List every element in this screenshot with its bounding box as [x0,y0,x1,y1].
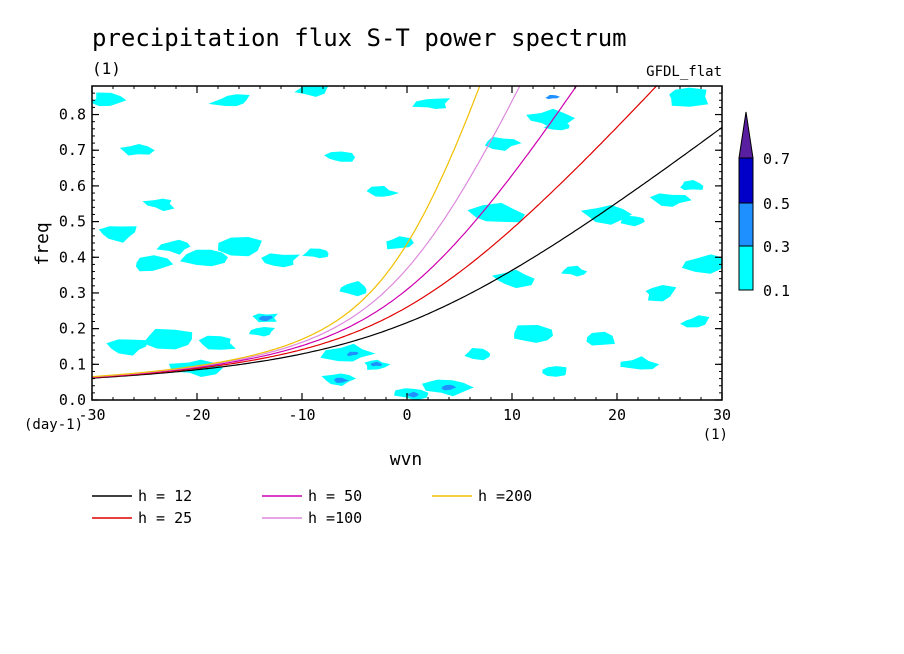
dispersion-curve [92,86,658,379]
colorbar-label: 0.1 [763,282,790,300]
contour-patch [464,348,491,361]
contour-patch [669,87,709,107]
chart-subtitle-right: GFDL_flat [646,64,722,80]
contour-patch [545,95,560,100]
contour-patch [106,339,148,356]
x-tick-label: 30 [713,406,731,424]
contour-patch [156,239,191,255]
contour-patch [180,249,228,267]
legend-label: h = 50 [308,487,362,505]
colorbar-segment [738,245,754,291]
y-tick-label: 0.6 [59,177,86,195]
contour-patch [681,254,722,274]
contour-patch [491,269,535,289]
legend: h = 12 h = 25 h = 50 h =100 h =200 [92,487,532,527]
y-tick-label: 0.8 [59,106,86,124]
colorbar-arrow [738,111,754,159]
contour-patch [249,327,275,337]
contour-patch [386,236,414,250]
contour-patch [514,325,553,343]
contour-patch [198,335,236,350]
chart-title: precipitation flux S-T power spectrum [92,24,627,52]
contour-patch [370,361,383,367]
y-tick-label: 0.4 [59,248,86,266]
contour-patch [543,121,570,131]
contour-patch [561,265,588,277]
contour-patch [620,356,660,370]
contour-patch [542,366,567,377]
colorbar-label: 0.5 [763,195,790,213]
colorbar-segment [738,202,754,247]
contour-patch [680,180,704,191]
contour-patch [119,144,155,156]
dispersion-curve [92,86,578,378]
contour-patch [649,193,692,207]
contour-patch [484,136,522,151]
y-tick-label: 0.1 [59,355,86,373]
contour-patch [586,331,615,346]
contour-patch [320,343,376,362]
y-axis-unit: (day-1) [24,417,83,433]
colorbar-label: 0.3 [763,238,790,256]
contour-patch [467,202,525,223]
contour-patch [217,237,262,257]
x-tick-label: -10 [288,406,315,424]
chart-subtitle-left: (1) [92,59,121,78]
contour-patch [334,377,349,383]
dispersion-curve [92,126,722,379]
x-axis-unit: (1) [703,427,728,443]
x-tick-label: 10 [503,406,521,424]
dispersion-curve [92,86,521,378]
contour-patch [366,185,400,197]
x-axis-ticks: -30 -20 -10 0 10 20 30 [78,86,731,424]
x-tick-label: 0 [402,406,411,424]
contour-patch [407,391,419,398]
contour-patch [294,86,329,97]
contour-patch [208,94,250,107]
legend-label: h = 12 [138,487,192,505]
contour-patch [142,198,175,212]
contour-patch [302,248,329,259]
y-axis-label: freq [32,222,53,265]
contour-patch [620,215,645,227]
contour-patches [92,86,722,400]
y-tick-label: 0.0 [59,391,86,409]
legend-label: h = 25 [138,509,192,527]
contour-patch [645,285,677,302]
y-tick-label: 0.5 [59,213,86,231]
y-axis-ticks: 0.0 0.1 0.2 0.3 0.4 0.5 0.6 0.7 0.8 [59,85,722,409]
dispersion-curve [92,86,481,378]
contour-patch [324,151,356,162]
x-axis-label: wvn [390,449,423,470]
contour-patch [346,351,359,357]
contour-patch [143,328,193,350]
colorbar-segment [738,157,754,204]
contour-patch [261,253,300,268]
contour-patch [92,92,127,107]
contour-patch [258,315,273,322]
y-tick-label: 0.2 [59,320,86,338]
legend-label: h =100 [308,509,362,527]
contour-patch [98,226,137,243]
y-tick-label: 0.7 [59,141,86,159]
contour-patch [441,384,457,391]
legend-label: h =200 [478,487,532,505]
x-tick-label: 20 [608,406,626,424]
contour-patch [135,255,174,272]
colorbar-label: 0.7 [763,150,790,168]
contour-patch [339,281,367,297]
contour-patch [412,98,451,109]
x-tick-label: -30 [78,406,105,424]
contour-patch [680,315,710,328]
y-tick-label: 0.3 [59,284,86,302]
colorbar: 0.1 0.3 0.5 0.7 [738,111,790,300]
dispersion-curves [92,86,722,379]
contour-patch [580,205,632,225]
x-tick-label: -20 [183,406,210,424]
